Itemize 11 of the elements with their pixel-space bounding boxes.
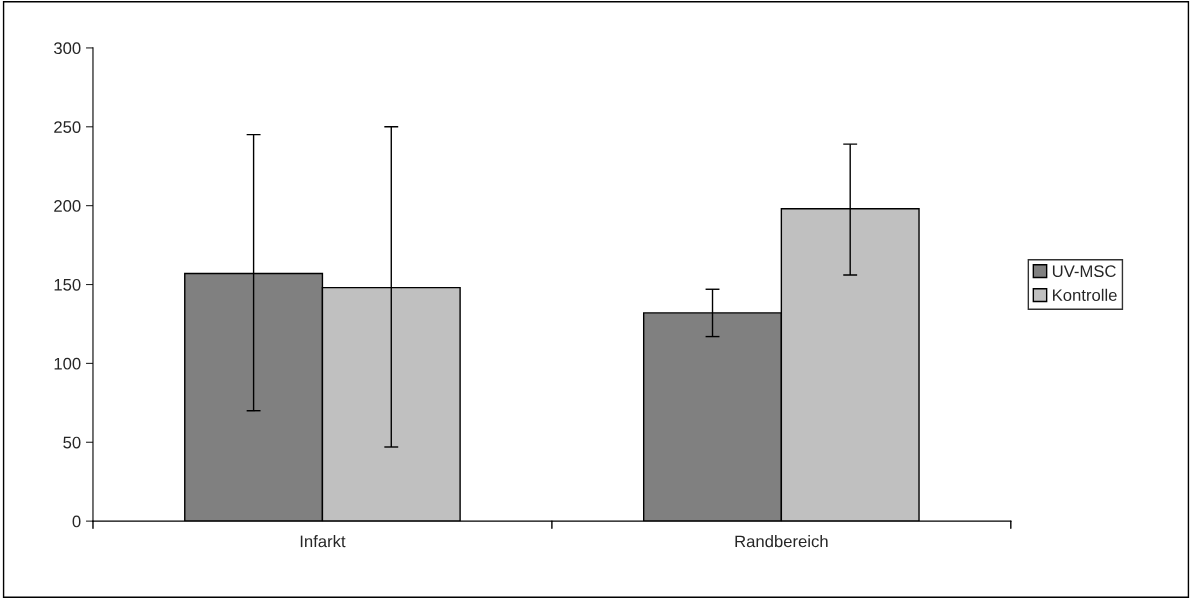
y-tick-label: 50 [63, 436, 81, 449]
y-tick-label: 300 [54, 42, 81, 55]
y-tick-label: 250 [54, 121, 81, 133]
x-tick-label: Infarkt [300, 535, 346, 548]
y-tick-label: 200 [54, 200, 81, 212]
legend-label: Kontrolle [1053, 288, 1117, 302]
y-tick-label: 100 [54, 357, 81, 370]
y-tick-label: 0 [72, 515, 81, 528]
x-tick-label: Randbereich [735, 535, 828, 548]
y-tick-label: 150 [54, 278, 81, 291]
legend-label: UV-MSC [1052, 265, 1116, 278]
